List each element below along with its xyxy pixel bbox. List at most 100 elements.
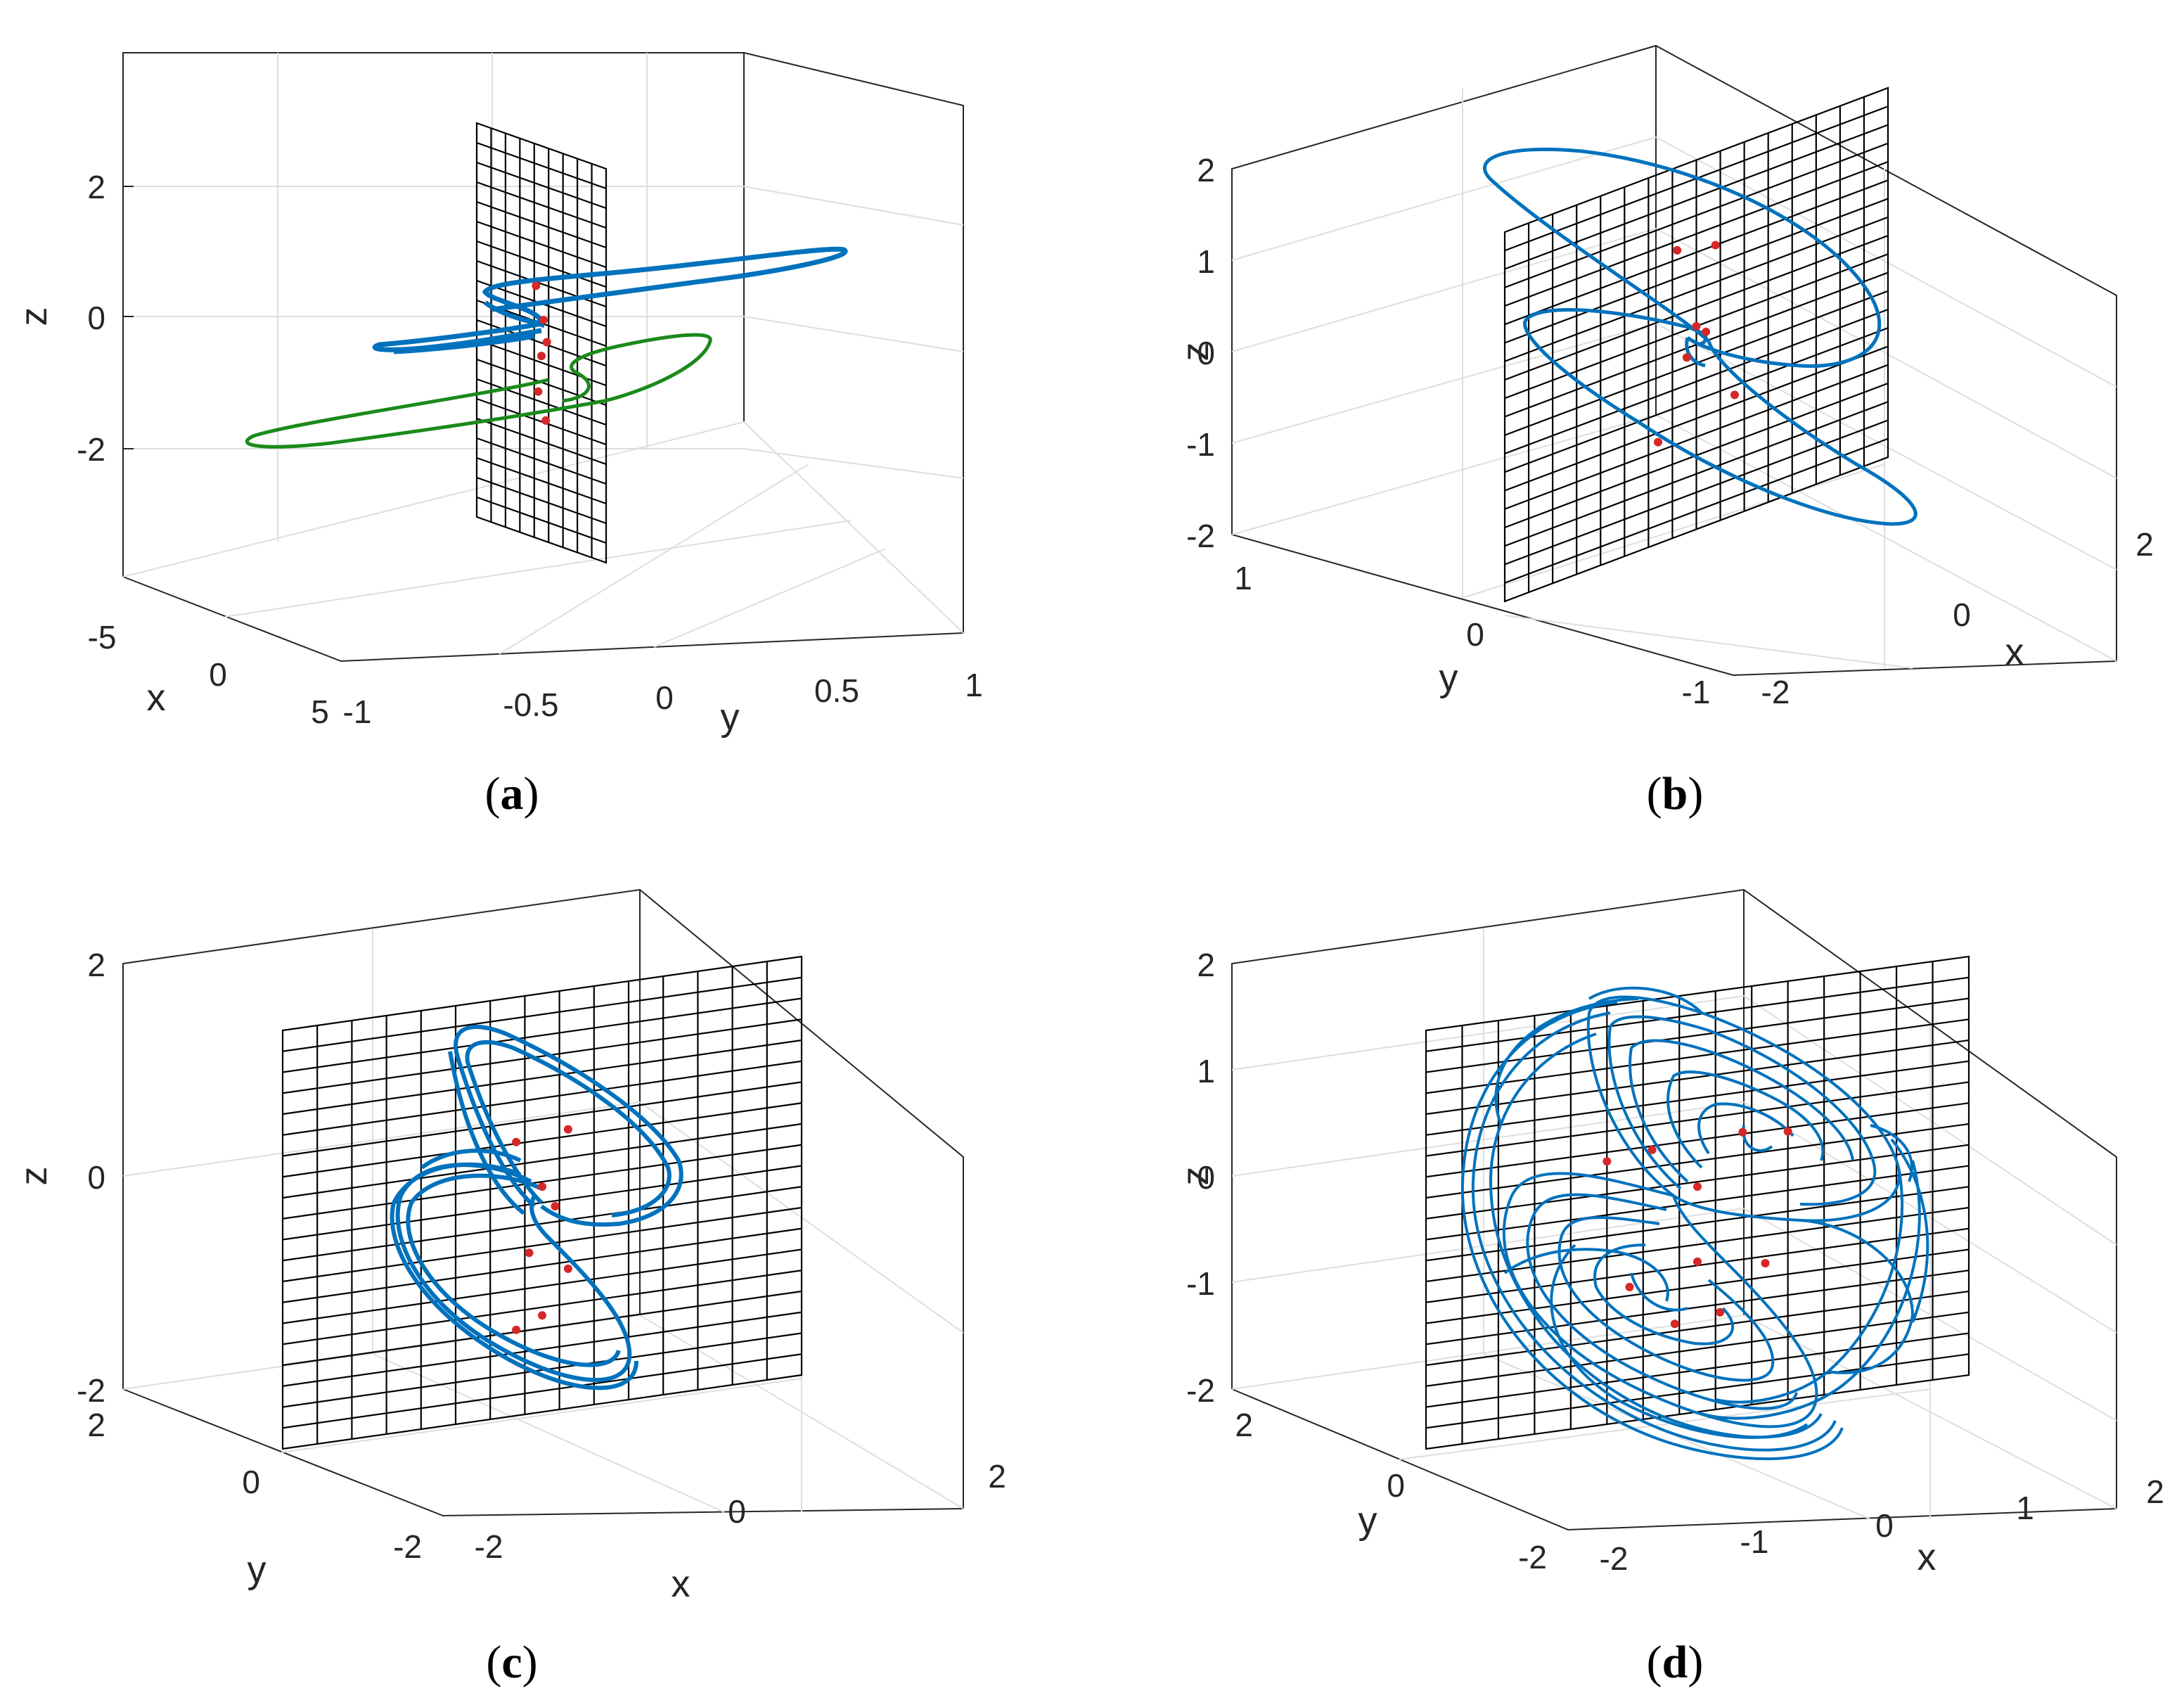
section-point bbox=[1670, 1319, 1679, 1329]
plane-grid-line bbox=[1425, 1248, 1970, 1324]
plane-grid-line bbox=[282, 1081, 802, 1157]
panel-a-ztick: 2 bbox=[87, 169, 105, 205]
section-point bbox=[1761, 1259, 1770, 1268]
panel-d-xtick: 1 bbox=[2016, 1490, 2034, 1526]
panel-b-xtick: 2 bbox=[2135, 526, 2154, 563]
panel-a-xlabel: x bbox=[147, 677, 166, 719]
panel-a-ztick: 0 bbox=[87, 300, 105, 336]
plane-grid-line bbox=[1504, 364, 1889, 510]
section-point bbox=[1716, 1308, 1725, 1317]
plane-grid-line bbox=[1425, 1039, 1970, 1115]
panel-b-ztick: 2 bbox=[1197, 152, 1215, 188]
panel-b-ylabel: y bbox=[1439, 657, 1458, 699]
panel-b-caption-letter: b bbox=[1662, 768, 1688, 819]
plane-grid-line bbox=[282, 1060, 802, 1136]
panel-a-ylabel: y bbox=[721, 696, 740, 739]
panel-b-ztick: 1 bbox=[1197, 243, 1215, 280]
section-point bbox=[525, 1248, 534, 1258]
panel-a-ytick: -1 bbox=[343, 693, 372, 730]
panel-a-ztick: -2 bbox=[77, 431, 105, 468]
plane-grid-line bbox=[1504, 327, 1889, 473]
panel-d-ztick: 0 bbox=[1197, 1159, 1215, 1196]
plane-grid-line bbox=[1504, 437, 1889, 584]
panel-c-xticks: -2 0 2 bbox=[475, 1458, 1006, 1565]
panel-b-ytick: 1 bbox=[1234, 560, 1252, 596]
plane-grid-line bbox=[282, 1165, 802, 1241]
plane-grid-line bbox=[282, 976, 802, 1052]
section-point bbox=[1625, 1282, 1634, 1291]
plane-grid-line bbox=[476, 240, 607, 288]
panel-d-xtick: 0 bbox=[1875, 1507, 1894, 1544]
panel-d-ytick: 2 bbox=[1235, 1407, 1253, 1443]
plane-grid-line bbox=[1425, 1311, 1970, 1387]
panel-a-ytick: 1 bbox=[965, 667, 983, 703]
section-point bbox=[541, 416, 551, 425]
panel-c-caption-letter: c bbox=[501, 1637, 522, 1688]
section-point bbox=[512, 1137, 521, 1146]
panel-b-zticks: 2 1 0 -1 -2 bbox=[1186, 152, 1215, 554]
panel-d-caption-letter: d bbox=[1662, 1637, 1688, 1688]
plane-grid-line bbox=[1425, 1206, 1970, 1283]
panel-a-xtick: 5 bbox=[311, 693, 329, 730]
plane-grid-line bbox=[1504, 160, 1889, 307]
panel-c-ztick: 2 bbox=[87, 947, 105, 983]
panel-b-ytick: 0 bbox=[1466, 616, 1484, 653]
plane-grid-line bbox=[476, 141, 607, 190]
plane-grid-line bbox=[1504, 198, 1889, 344]
panel-b-ztick: -2 bbox=[1186, 518, 1215, 554]
plane-grid-line bbox=[282, 1206, 802, 1283]
plane-grid-line bbox=[1425, 1270, 1970, 1345]
panel-d-zticks: 2 1 0 -1 -2 bbox=[1186, 947, 1215, 1409]
plane-grid-line bbox=[1504, 216, 1889, 362]
panel-d-yticks: 2 0 -2 bbox=[1235, 1407, 1547, 1575]
section-point bbox=[512, 1325, 521, 1334]
panel-c-ytick: -2 bbox=[393, 1528, 422, 1565]
panel-d-xtick: -1 bbox=[1740, 1523, 1769, 1560]
panel-a-section-points bbox=[532, 281, 551, 425]
plane-grid-line bbox=[1504, 308, 1889, 455]
plane-grid-line bbox=[1425, 997, 1970, 1073]
panel-b-ztick: -1 bbox=[1186, 426, 1215, 463]
plane-grid-line bbox=[1425, 1123, 1970, 1199]
plane-grid-line bbox=[282, 1290, 802, 1367]
panel-d-plane bbox=[1425, 955, 1970, 1450]
panel-d-ztick: 1 bbox=[1197, 1053, 1215, 1089]
panel-b-yticks: 1 0 -1 bbox=[1234, 560, 1710, 710]
plane-grid-line bbox=[476, 319, 607, 367]
plane-grid-line bbox=[476, 378, 607, 426]
panel-c: 2 0 -2 z 2 0 -2 y -2 0 2 x (c) bbox=[13, 888, 1006, 1688]
section-point bbox=[1682, 353, 1691, 362]
panel-c-yticks: 2 0 -2 bbox=[87, 1407, 422, 1565]
panel-d-trajectory bbox=[1460, 986, 1929, 1461]
panel-c-section-points bbox=[512, 1125, 572, 1334]
section-point bbox=[532, 281, 541, 290]
panel-d-xtick: 2 bbox=[2146, 1473, 2164, 1510]
section-point bbox=[1647, 1145, 1657, 1154]
plane-grid-line bbox=[1425, 976, 1970, 1052]
panel-c-ytick: 2 bbox=[87, 1407, 105, 1443]
panel-a-trajectory-blue bbox=[372, 246, 848, 354]
plane-grid-line bbox=[282, 1311, 802, 1387]
panel-b-xtick: -2 bbox=[1761, 674, 1790, 710]
panel-c-ztick: 0 bbox=[87, 1159, 105, 1196]
section-point bbox=[563, 1125, 572, 1134]
section-point bbox=[538, 1182, 546, 1191]
panel-d-ztick: -1 bbox=[1186, 1265, 1215, 1302]
plane-grid-line bbox=[282, 1248, 802, 1324]
section-point bbox=[563, 1264, 572, 1273]
panel-d-ylabel: y bbox=[1358, 1500, 1377, 1542]
plane-grid-line bbox=[476, 437, 607, 485]
section-point bbox=[1693, 1182, 1702, 1191]
section-point bbox=[542, 338, 551, 347]
section-point bbox=[1711, 241, 1720, 250]
plane-grid-line bbox=[476, 417, 607, 466]
section-point bbox=[1730, 390, 1739, 399]
plane-grid-line bbox=[1425, 1186, 1970, 1262]
plane-grid-line bbox=[282, 1039, 802, 1115]
panel-c-trajectory bbox=[390, 1025, 683, 1390]
panel-d-xlabel: x bbox=[1918, 1536, 1936, 1578]
panel-d-zlabel: z bbox=[1174, 1167, 1216, 1186]
panel-b-xlabel: x bbox=[2005, 631, 2024, 673]
panel-d-ytick: 0 bbox=[1387, 1467, 1405, 1504]
